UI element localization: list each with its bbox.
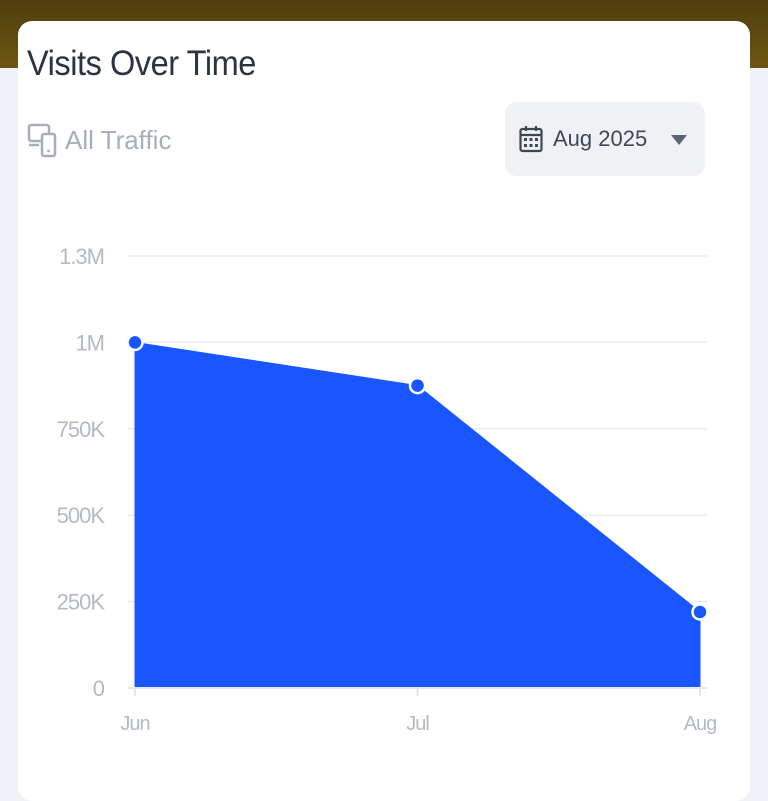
tick-labels: 0 250K 500K 750K 1M 1.3M Jun Jul Aug xyxy=(57,244,718,735)
data-markers xyxy=(126,333,709,621)
devices-icon xyxy=(27,123,57,158)
y-tick-label: 250K xyxy=(57,590,106,615)
x-tick-label: Aug xyxy=(684,713,717,735)
y-tick-label: 750K xyxy=(57,417,106,442)
visits-chart: 0 250K 500K 750K 1M 1.3M Jun Jul Aug xyxy=(57,244,718,735)
x-tick-label: Jun xyxy=(120,713,149,735)
y-tick-label: 1M xyxy=(75,330,104,355)
calendar-icon xyxy=(519,126,543,153)
card-title: Visits Over Time xyxy=(27,44,256,83)
date-label: Aug 2025 xyxy=(553,126,648,151)
data-point xyxy=(408,376,427,395)
traffic-filter[interactable]: All Traffic xyxy=(27,121,171,159)
y-tick-label: 0 xyxy=(93,676,105,701)
y-tick-label: 1.3M xyxy=(59,244,104,269)
axes xyxy=(128,687,707,696)
traffic-label: All Traffic xyxy=(65,124,172,155)
data-point xyxy=(691,603,709,621)
y-tick-label: 500K xyxy=(57,503,106,528)
caret-down-icon xyxy=(671,135,687,145)
date-dropdown[interactable]: Aug 2025 xyxy=(505,102,705,176)
data-point xyxy=(126,333,144,352)
x-tick-label: Jul xyxy=(406,713,429,735)
